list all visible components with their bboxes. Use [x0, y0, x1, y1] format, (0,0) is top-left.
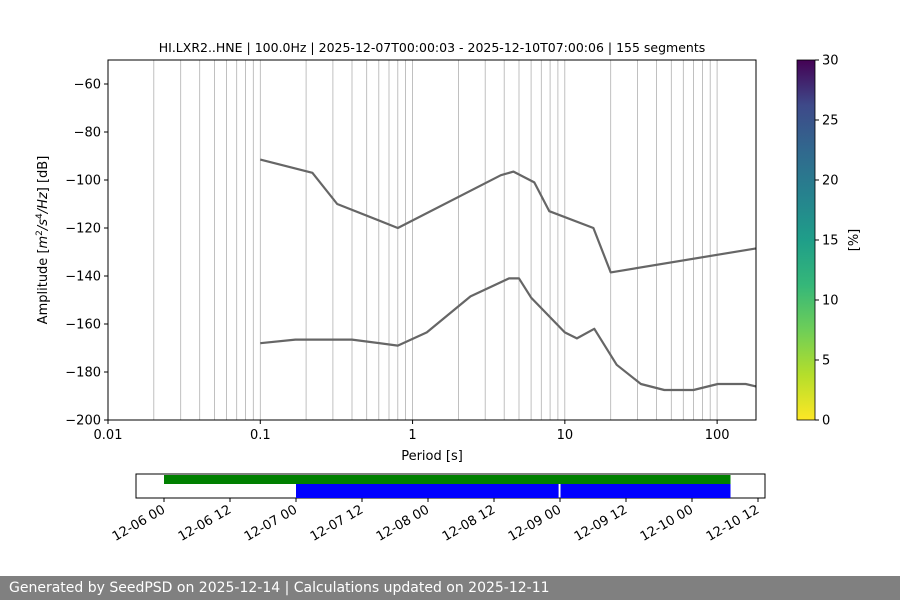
timeline-tick-label: 12-10 00	[638, 502, 696, 544]
colorbar-ticks: 0 5 10 15 20 25 30	[815, 54, 839, 429]
footer-text: Generated by SeedPSD on 2025-12-14 | Cal…	[9, 580, 550, 596]
colorbar-tick-label: 20	[822, 174, 839, 189]
timeline-tick-label: 12-08 12	[440, 502, 498, 544]
timeline-tick-label: 12-07 12	[308, 502, 366, 544]
timeline-tick-label: 12-07 00	[242, 502, 300, 544]
timeline-tick-label: 12-09 12	[572, 502, 630, 544]
y-tick-label: −200	[65, 414, 101, 429]
timeline-bar	[296, 484, 559, 498]
colorbar-tick-label: 5	[822, 354, 830, 369]
timeline-tick-label: 12-06 00	[110, 502, 168, 544]
y-tick-label: −60	[74, 78, 101, 93]
colorbar-tick-label: 30	[822, 54, 839, 69]
x-tick-label: 0.01	[94, 428, 123, 443]
noise-model-lines	[260, 158, 757, 392]
y-axis-label: Amplitude [m2/s4/Hz] [dB]	[35, 156, 51, 325]
y-tick-label: −100	[65, 174, 101, 189]
y-tick-label: −80	[74, 126, 101, 141]
x-axis-label: Period [s]	[401, 449, 463, 464]
timeline-bar	[164, 475, 731, 484]
high-noise-model-line	[260, 158, 757, 274]
colorbar-label: [%]	[847, 229, 862, 252]
colorbar	[796, 59, 816, 421]
y-tick-label: −180	[65, 366, 101, 381]
footer-bar: Generated by SeedPSD on 2025-12-14 | Cal…	[0, 576, 900, 600]
plot-frame	[107, 59, 757, 421]
timeline-tick-label: 12-10 12	[704, 502, 762, 544]
colorbar-tick-label: 10	[822, 294, 839, 309]
colorbar-tick-label: 25	[822, 114, 839, 129]
plot-grid	[153, 60, 718, 420]
chart-title: HI.LXR2..HNE | 100.0Hz | 2025-12-07T00:0…	[159, 40, 706, 55]
x-tick-label: 10	[557, 428, 574, 443]
colorbar-tick-label: 15	[822, 234, 839, 249]
timeline-tick-label: 12-08 00	[374, 502, 432, 544]
timeline-chart: 12-06 00 12-06 12 12-07 00 12-07 12 12-08 00…	[110, 473, 766, 545]
y-axis-ticks: −60 −80 −100 −120 −140 −160 −180 −200	[65, 78, 108, 429]
timeline-ticks: 12-06 00 12-06 12 12-07 00 12-07 12 12-08 00…	[110, 498, 762, 545]
psd-figure: HI.LXR2..HNE | 100.0Hz | 2025-12-07T00:0…	[35, 40, 862, 545]
x-tick-label: 0.1	[250, 428, 271, 443]
x-tick-label: 100	[705, 428, 730, 443]
colorbar-tick-label: 0	[822, 414, 830, 429]
x-tick-label: 1	[408, 428, 416, 443]
y-tick-label: −140	[65, 270, 101, 285]
x-axis-ticks: 0.01 0.1 1 10 100	[94, 420, 730, 443]
low-noise-model-line	[260, 277, 757, 392]
timeline-tick-label: 12-09 00	[506, 502, 564, 544]
timeline-tick-label: 12-06 12	[176, 502, 234, 544]
y-tick-label: −160	[65, 318, 101, 333]
timeline-bar	[560, 484, 731, 498]
y-tick-label: −120	[65, 222, 101, 237]
timeline-bars	[164, 475, 731, 498]
